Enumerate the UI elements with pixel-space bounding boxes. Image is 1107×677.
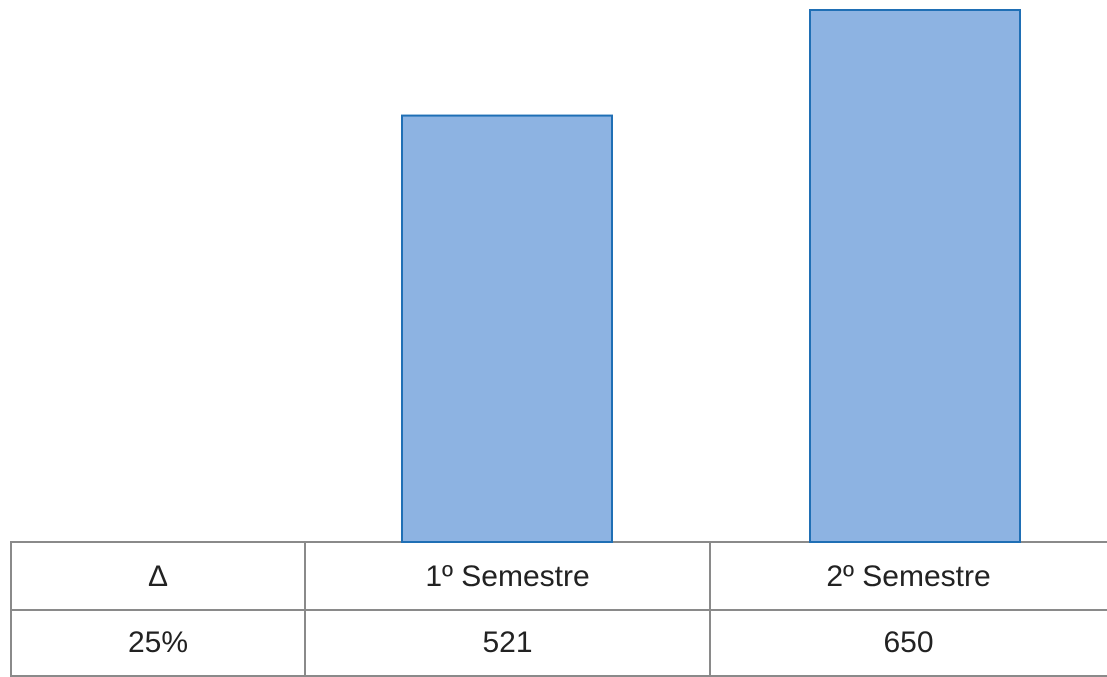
bar bbox=[401, 114, 613, 543]
value-label: 650 bbox=[883, 626, 933, 659]
category-label: 1º Semestre bbox=[425, 560, 589, 593]
delta-header: Δ bbox=[148, 560, 168, 593]
delta-value: 25% bbox=[128, 626, 188, 659]
category-label: 2º Semestre bbox=[826, 560, 990, 593]
bar bbox=[809, 9, 1021, 543]
value-label: 521 bbox=[482, 626, 532, 659]
